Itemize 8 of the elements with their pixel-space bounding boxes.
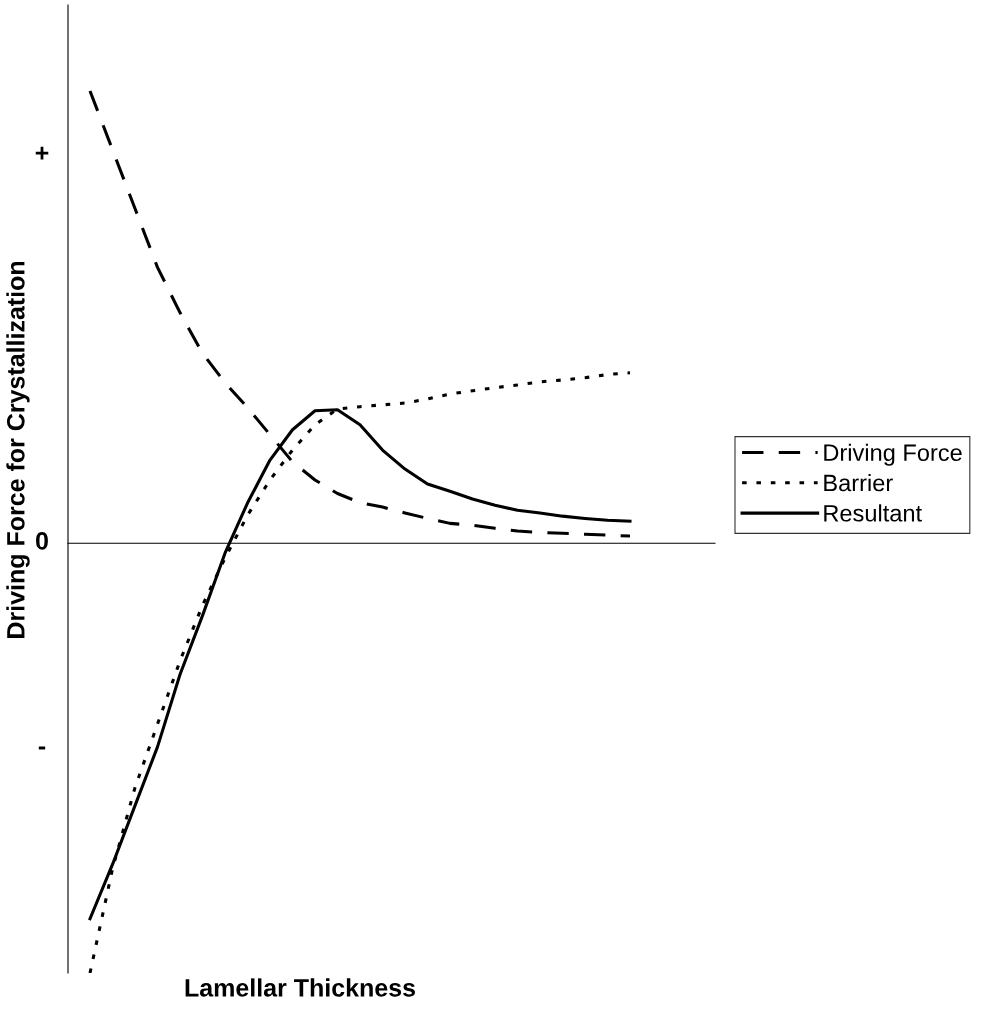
- legend-label: Barrier: [824, 473, 893, 492]
- text: -: [38, 746, 46, 750]
- text: +: [35, 146, 49, 160]
- x-axis-title: Lamellar Thickness: [185, 978, 416, 997]
- y-axis-title: Driving Force for Crystallization: [6, 261, 30, 638]
- legend-label: Resultant: [824, 504, 922, 522]
- legend-label: Driving Force: [824, 443, 962, 466]
- text: 0: [36, 532, 48, 550]
